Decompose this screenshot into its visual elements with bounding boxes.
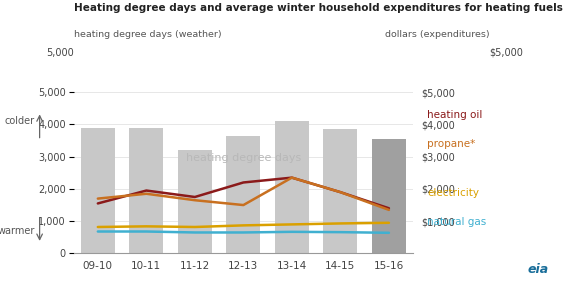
Bar: [323, 129, 357, 253]
Bar: [226, 136, 260, 253]
Text: natural gas: natural gas: [427, 217, 487, 227]
Text: 5,000: 5,000: [46, 48, 74, 58]
Bar: [372, 139, 406, 253]
Text: propane*: propane*: [427, 139, 475, 149]
Text: electricity: electricity: [427, 188, 479, 198]
Text: Heating degree days and average winter household expenditures for heating fuels: Heating degree days and average winter h…: [74, 3, 563, 13]
Text: eia: eia: [528, 264, 549, 276]
Text: dollars (expenditures): dollars (expenditures): [385, 30, 490, 39]
Text: $5,000: $5,000: [490, 48, 524, 58]
Text: heating degree days (weather): heating degree days (weather): [74, 30, 221, 39]
Bar: [130, 128, 164, 253]
Bar: [275, 121, 309, 253]
Bar: [178, 150, 212, 253]
Text: heating oil: heating oil: [427, 110, 483, 120]
Text: warmer: warmer: [0, 226, 35, 236]
Bar: [81, 128, 115, 253]
Text: colder: colder: [5, 116, 35, 126]
Text: heating degree days: heating degree days: [186, 153, 301, 163]
